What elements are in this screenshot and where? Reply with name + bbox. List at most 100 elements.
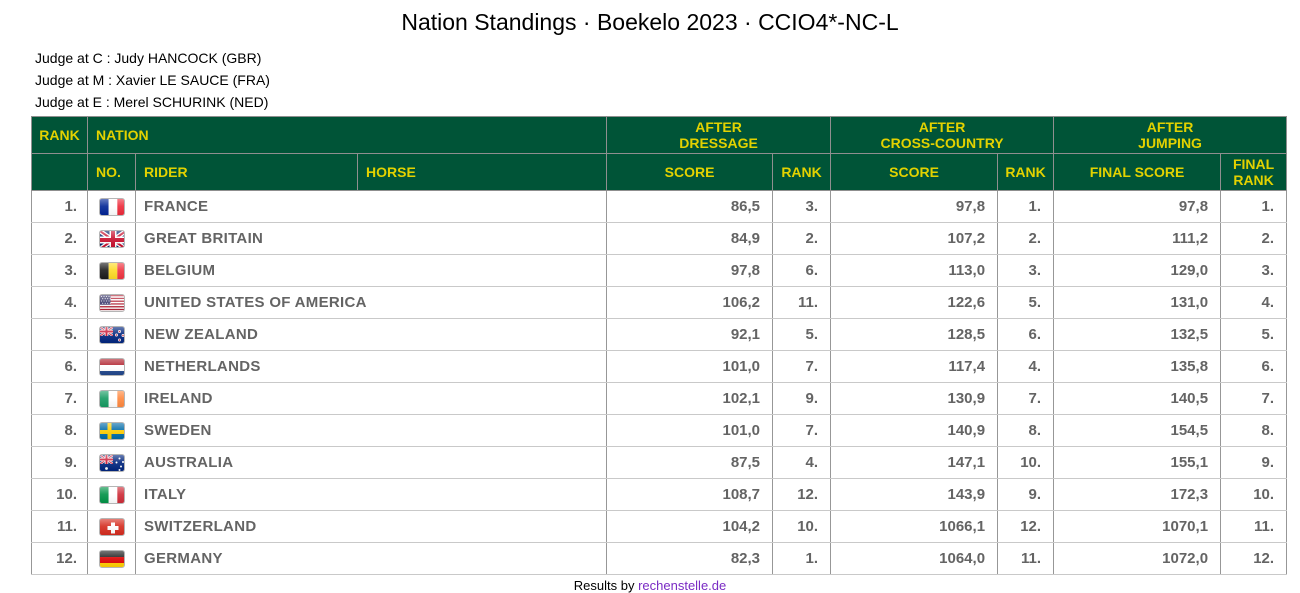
rank-cell: 3. [32,255,88,287]
flag-cell [88,191,136,223]
flag-cell [88,383,136,415]
judge-line-m: Judge at M : Xavier LE SAUCE (FRA) [35,69,1300,91]
xc-score-cell: 1064,0 [831,543,998,575]
dressage-rank-cell: 11. [773,287,831,319]
final-rank-cell: 8. [1221,415,1287,447]
col-header-rank-spacer [32,154,88,191]
xc-rank-cell: 3. [998,255,1054,287]
col-header-horse: HORSE [358,154,607,191]
flag-de-icon [99,550,125,568]
rank-cell: 12. [32,543,88,575]
rechenstelle-link[interactable]: rechenstelle.de [638,578,726,593]
final-score-cell: 155,1 [1054,447,1221,479]
flag-nl-icon [99,358,125,376]
flag-au-icon [99,454,125,472]
xc-rank-cell: 7. [998,383,1054,415]
xc-score-cell: 130,9 [831,383,998,415]
nation-cell: SWEDEN [136,415,607,447]
dressage-score-cell: 92,1 [607,319,773,351]
flag-fr-icon [99,198,125,216]
rank-cell: 9. [32,447,88,479]
group-header-after-cross-country: AFTER CROSS-COUNTRY [831,117,1054,154]
dressage-score-cell: 84,9 [607,223,773,255]
final-rank-cell: 7. [1221,383,1287,415]
final-score-cell: 1070,1 [1054,511,1221,543]
xc-rank-cell: 9. [998,479,1054,511]
final-score-cell: 111,2 [1054,223,1221,255]
dressage-rank-cell: 7. [773,351,831,383]
xc-rank-cell: 1. [998,191,1054,223]
xc-score-cell: 128,5 [831,319,998,351]
rank-cell: 8. [32,415,88,447]
dressage-score-cell: 97,8 [607,255,773,287]
flag-us-icon [99,294,125,312]
final-score-cell: 1072,0 [1054,543,1221,575]
xc-score-cell: 117,4 [831,351,998,383]
flag-be-icon [99,262,125,280]
rank-cell: 2. [32,223,88,255]
page-title: Nation Standings · Boekelo 2023 · CCIO4*… [0,0,1300,36]
xc-rank-cell: 2. [998,223,1054,255]
xc-rank-cell: 6. [998,319,1054,351]
flag-cell [88,351,136,383]
rank-cell: 4. [32,287,88,319]
rank-cell: 11. [32,511,88,543]
xc-rank-cell: 11. [998,543,1054,575]
judge-line-c: Judge at C : Judy HANCOCK (GBR) [35,47,1300,69]
final-score-cell: 135,8 [1054,351,1221,383]
final-rank-cell: 9. [1221,447,1287,479]
dressage-score-cell: 87,5 [607,447,773,479]
group-header-after-dressage: AFTER DRESSAGE [607,117,831,154]
xc-score-cell: 122,6 [831,287,998,319]
dressage-rank-cell: 10. [773,511,831,543]
dressage-score-cell: 101,0 [607,415,773,447]
final-score-cell: 132,5 [1054,319,1221,351]
dressage-score-cell: 108,7 [607,479,773,511]
flag-it-icon [99,486,125,504]
dressage-rank-cell: 4. [773,447,831,479]
dressage-score-cell: 101,0 [607,351,773,383]
nation-cell: NETHERLANDS [136,351,607,383]
col-header-rank: RANK [32,117,88,154]
col-header-xc-score: SCORE [831,154,998,191]
rank-cell: 1. [32,191,88,223]
col-header-no: NO. [88,154,136,191]
final-score-cell: 172,3 [1054,479,1221,511]
footer-text: Results by [574,578,635,593]
rank-cell: 5. [32,319,88,351]
nation-cell: FRANCE [136,191,607,223]
final-score-cell: 129,0 [1054,255,1221,287]
xc-score-cell: 97,8 [831,191,998,223]
dressage-rank-cell: 5. [773,319,831,351]
dressage-rank-cell: 3. [773,191,831,223]
xc-score-cell: 147,1 [831,447,998,479]
dressage-score-cell: 86,5 [607,191,773,223]
final-rank-cell: 4. [1221,287,1287,319]
nation-standings-table: RANK NATION AFTER DRESSAGE AFTER CROSS-C… [31,116,1287,575]
final-rank-cell: 3. [1221,255,1287,287]
final-rank-cell: 6. [1221,351,1287,383]
dressage-score-cell: 82,3 [607,543,773,575]
xc-rank-cell: 10. [998,447,1054,479]
flag-gb-icon [99,230,125,248]
flag-cell [88,415,136,447]
col-header-dressage-rank: RANK [773,154,831,191]
dressage-rank-cell: 6. [773,255,831,287]
col-header-xc-rank: RANK [998,154,1054,191]
dressage-rank-cell: 7. [773,415,831,447]
final-rank-cell: 1. [1221,191,1287,223]
header-group-row: RANK NATION AFTER DRESSAGE AFTER CROSS-C… [32,117,1287,154]
flag-cell [88,287,136,319]
final-score-cell: 154,5 [1054,415,1221,447]
nation-cell: ITALY [136,479,607,511]
xc-rank-cell: 8. [998,415,1054,447]
dressage-rank-cell: 12. [773,479,831,511]
